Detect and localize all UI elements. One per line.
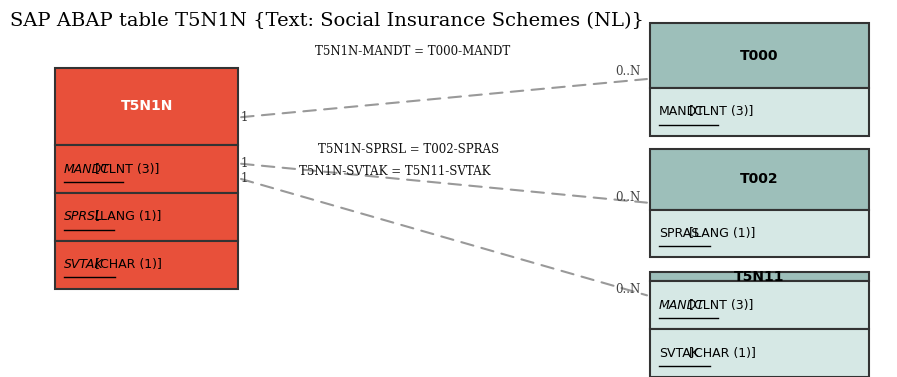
Text: 0..N: 0..N <box>615 191 640 204</box>
Text: [CLNT (3)]: [CLNT (3)] <box>685 299 753 312</box>
Bar <box>649 23 869 88</box>
Text: MANDT: MANDT <box>658 106 705 118</box>
Text: 1: 1 <box>241 157 248 170</box>
Text: 1: 1 <box>241 172 248 185</box>
Text: T5N1N-MANDT = T000-MANDT: T5N1N-MANDT = T000-MANDT <box>315 46 510 58</box>
Text: MANDT: MANDT <box>658 299 704 312</box>
Bar <box>649 88 869 136</box>
Text: T5N1N: T5N1N <box>120 100 173 113</box>
Bar <box>55 68 239 145</box>
Text: [LANG (1)]: [LANG (1)] <box>91 210 161 224</box>
Text: SAP ABAP table T5N1N {Text: Social Insurance Schemes (NL)}: SAP ABAP table T5N1N {Text: Social Insur… <box>11 12 644 31</box>
Text: MANDT: MANDT <box>64 162 109 176</box>
Bar <box>55 193 239 241</box>
Text: T000: T000 <box>740 49 779 63</box>
Bar <box>649 281 869 329</box>
Text: [CHAR (1)]: [CHAR (1)] <box>91 258 161 271</box>
Text: 0..N: 0..N <box>615 283 640 296</box>
Text: [CHAR (1)]: [CHAR (1)] <box>685 347 756 360</box>
Bar <box>55 145 239 193</box>
Text: T002: T002 <box>740 172 779 186</box>
Bar <box>649 210 869 257</box>
Text: 1: 1 <box>241 111 248 124</box>
Text: [LANG (1)]: [LANG (1)] <box>685 227 756 240</box>
Text: T5N11: T5N11 <box>734 270 785 284</box>
Text: SVTAK: SVTAK <box>658 347 699 360</box>
Bar <box>649 329 869 377</box>
Text: [CLNT (3)]: [CLNT (3)] <box>91 162 159 176</box>
Text: T5N1N-SPRSL = T002-SPRAS: T5N1N-SPRSL = T002-SPRAS <box>318 143 499 156</box>
Text: SPRSL: SPRSL <box>64 210 103 224</box>
Bar <box>55 241 239 289</box>
Text: T5N1N-SVTAK = T5N11-SVTAK: T5N1N-SVTAK = T5N11-SVTAK <box>299 165 491 178</box>
Text: [CLNT (3)]: [CLNT (3)] <box>685 106 753 118</box>
Text: SPRAS: SPRAS <box>658 227 699 240</box>
Text: 0..N: 0..N <box>615 65 640 78</box>
Bar <box>649 272 869 281</box>
Text: SVTAK: SVTAK <box>64 258 104 271</box>
Bar <box>649 149 869 210</box>
